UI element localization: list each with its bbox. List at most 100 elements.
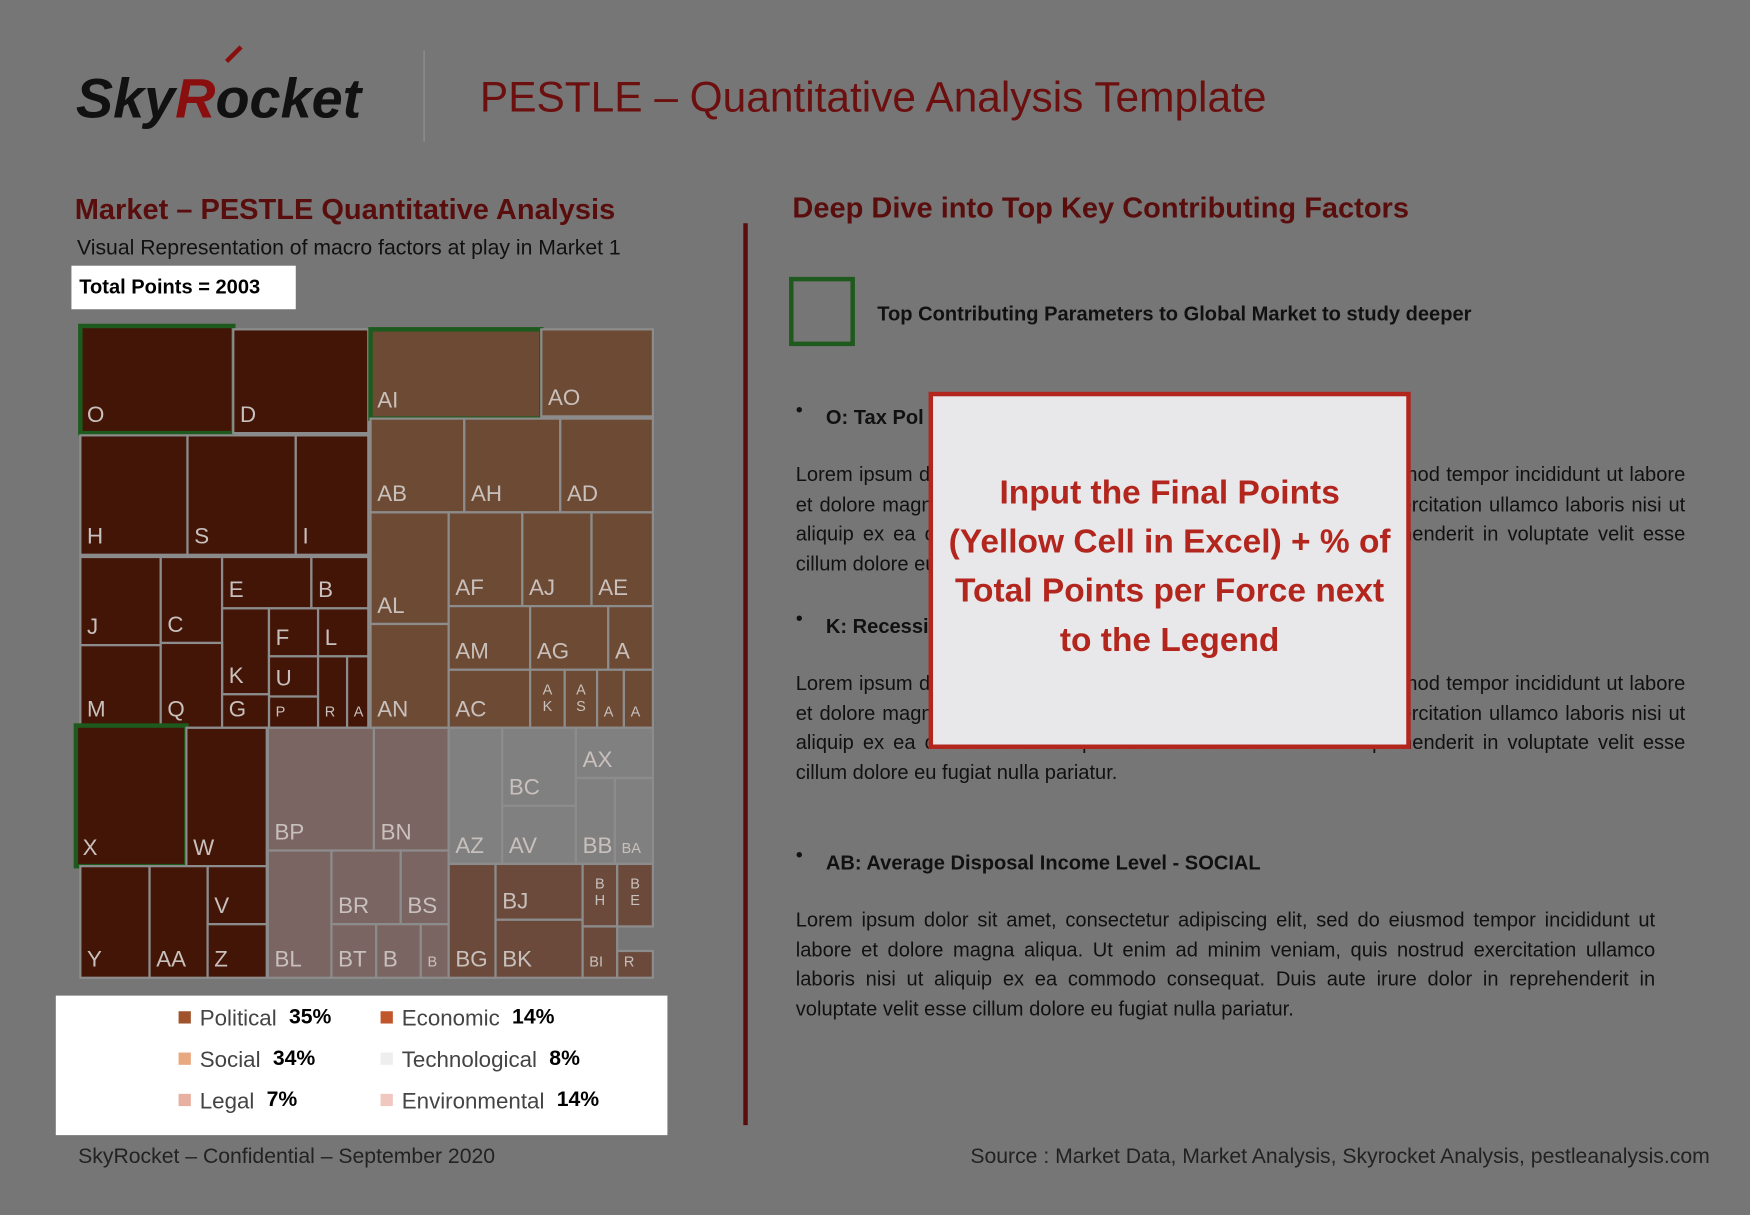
total-box xyxy=(71,265,296,310)
cell-label: BN xyxy=(381,819,412,844)
legend-share: 14% xyxy=(557,1088,600,1111)
cell-label: BK xyxy=(502,947,532,972)
treemap-cell xyxy=(463,417,562,514)
cell-label: BB xyxy=(583,833,613,858)
cell-label: X xyxy=(83,835,98,860)
overlay-box xyxy=(928,391,1411,749)
legend-share: 34% xyxy=(273,1047,316,1070)
treemap-cell xyxy=(232,328,370,435)
logo-tick xyxy=(224,45,243,64)
cell-label: R xyxy=(624,955,634,971)
legend-box xyxy=(55,995,668,1136)
cell-label: AF xyxy=(455,575,484,600)
cell-label: G xyxy=(229,697,246,722)
logo-part: Sky xyxy=(76,66,178,129)
treemap-cell xyxy=(613,776,655,866)
cell-label: AB xyxy=(377,481,407,506)
cell-label: AE xyxy=(598,575,628,600)
logo: SkyRocket xyxy=(76,66,364,129)
legend-swatch xyxy=(380,1093,393,1107)
cell-label: Q xyxy=(167,697,184,722)
cell-label: A xyxy=(631,705,641,721)
cell-label: AL xyxy=(377,593,404,618)
cell-label: AH xyxy=(471,481,502,506)
treemap-cell xyxy=(148,865,209,979)
cell-label: B xyxy=(427,955,437,971)
cell-label: J xyxy=(87,614,98,639)
treemap-cell xyxy=(220,555,313,610)
treemap-cell xyxy=(159,641,224,729)
cell-label: AD xyxy=(567,481,598,506)
cell-label: AO xyxy=(548,385,580,410)
cell-label: BG xyxy=(455,947,487,972)
source: Source : Market Data, Market Analysis, S… xyxy=(970,1145,1709,1168)
cell-label: F xyxy=(276,625,290,650)
treemap-cell xyxy=(501,726,578,808)
treemap-cell xyxy=(369,511,450,626)
treemap-cell xyxy=(220,693,271,729)
cell-label-part: E xyxy=(630,893,640,909)
cell-label: Y xyxy=(87,947,102,972)
bullet-frame: Lorem ipsum dolor sit amet, consectetur … xyxy=(795,908,1656,1020)
cell-label: BA xyxy=(622,841,642,857)
cell-label: D xyxy=(240,402,256,427)
cell-label: V xyxy=(214,893,229,918)
treemap-cell xyxy=(310,555,370,610)
cell-label: AN xyxy=(377,697,408,722)
cell-label: S xyxy=(194,524,209,549)
treemap-cell xyxy=(581,925,619,979)
cell-label: O xyxy=(87,402,104,427)
cell-label: H xyxy=(87,524,103,549)
cell-label: AC xyxy=(455,697,486,722)
bullet-body: Lorem ipsum dolor sit amet, consectetur … xyxy=(795,908,1656,1020)
logo-part: ocket xyxy=(215,66,363,129)
cell-label: R xyxy=(325,705,335,721)
cell-label: BS xyxy=(407,893,437,918)
left-heading: Market – PESTLE Quantitative Analysis xyxy=(75,194,615,226)
cell-label: AZ xyxy=(455,833,484,858)
cell-label: P xyxy=(276,705,286,721)
bullet-dot: • xyxy=(796,845,803,867)
treemap-cell xyxy=(316,655,349,729)
cell-label-part: S xyxy=(576,699,586,715)
treemap-cell xyxy=(616,862,655,928)
cell-label: A xyxy=(604,705,614,721)
cell-label: W xyxy=(193,835,214,860)
legend-swatch xyxy=(178,1011,191,1024)
bullet-title: K: Recessi xyxy=(826,616,929,638)
logo-accent: R xyxy=(175,66,215,129)
cell-label: BP xyxy=(275,819,305,844)
cell-label: BJ xyxy=(502,889,528,914)
cell-label: AG xyxy=(537,639,569,664)
legend-share: 7% xyxy=(267,1088,298,1111)
treemap-cell xyxy=(79,555,162,647)
treemap-cell xyxy=(447,862,497,979)
treemap-cell xyxy=(590,511,655,608)
cell-label: C xyxy=(167,612,183,637)
treemap-cell xyxy=(220,607,271,696)
cell-label-part: K xyxy=(543,699,553,715)
cell-label: AV xyxy=(509,833,537,858)
bullet-title: AB: Average Disposal Income Level - SOCI… xyxy=(826,853,1261,875)
treemap-cell xyxy=(574,726,655,780)
legend-swatch xyxy=(178,1052,191,1065)
treemap-cell xyxy=(79,644,162,729)
treemap-cell xyxy=(494,862,584,921)
cell-label: BR xyxy=(338,893,369,918)
treemap-cell xyxy=(521,511,593,608)
cell-label: AA xyxy=(156,947,186,972)
cell-label: BT xyxy=(338,947,367,972)
legend-swatch xyxy=(380,1052,393,1065)
cell-label-part: H xyxy=(595,893,605,909)
cell-label: Z xyxy=(214,947,228,972)
treemap-cell xyxy=(186,434,297,556)
cell-label: AX xyxy=(583,747,613,772)
legend-name: Technological xyxy=(402,1047,537,1072)
cell-label: A xyxy=(354,705,364,721)
cell-label-part: A xyxy=(543,682,553,698)
